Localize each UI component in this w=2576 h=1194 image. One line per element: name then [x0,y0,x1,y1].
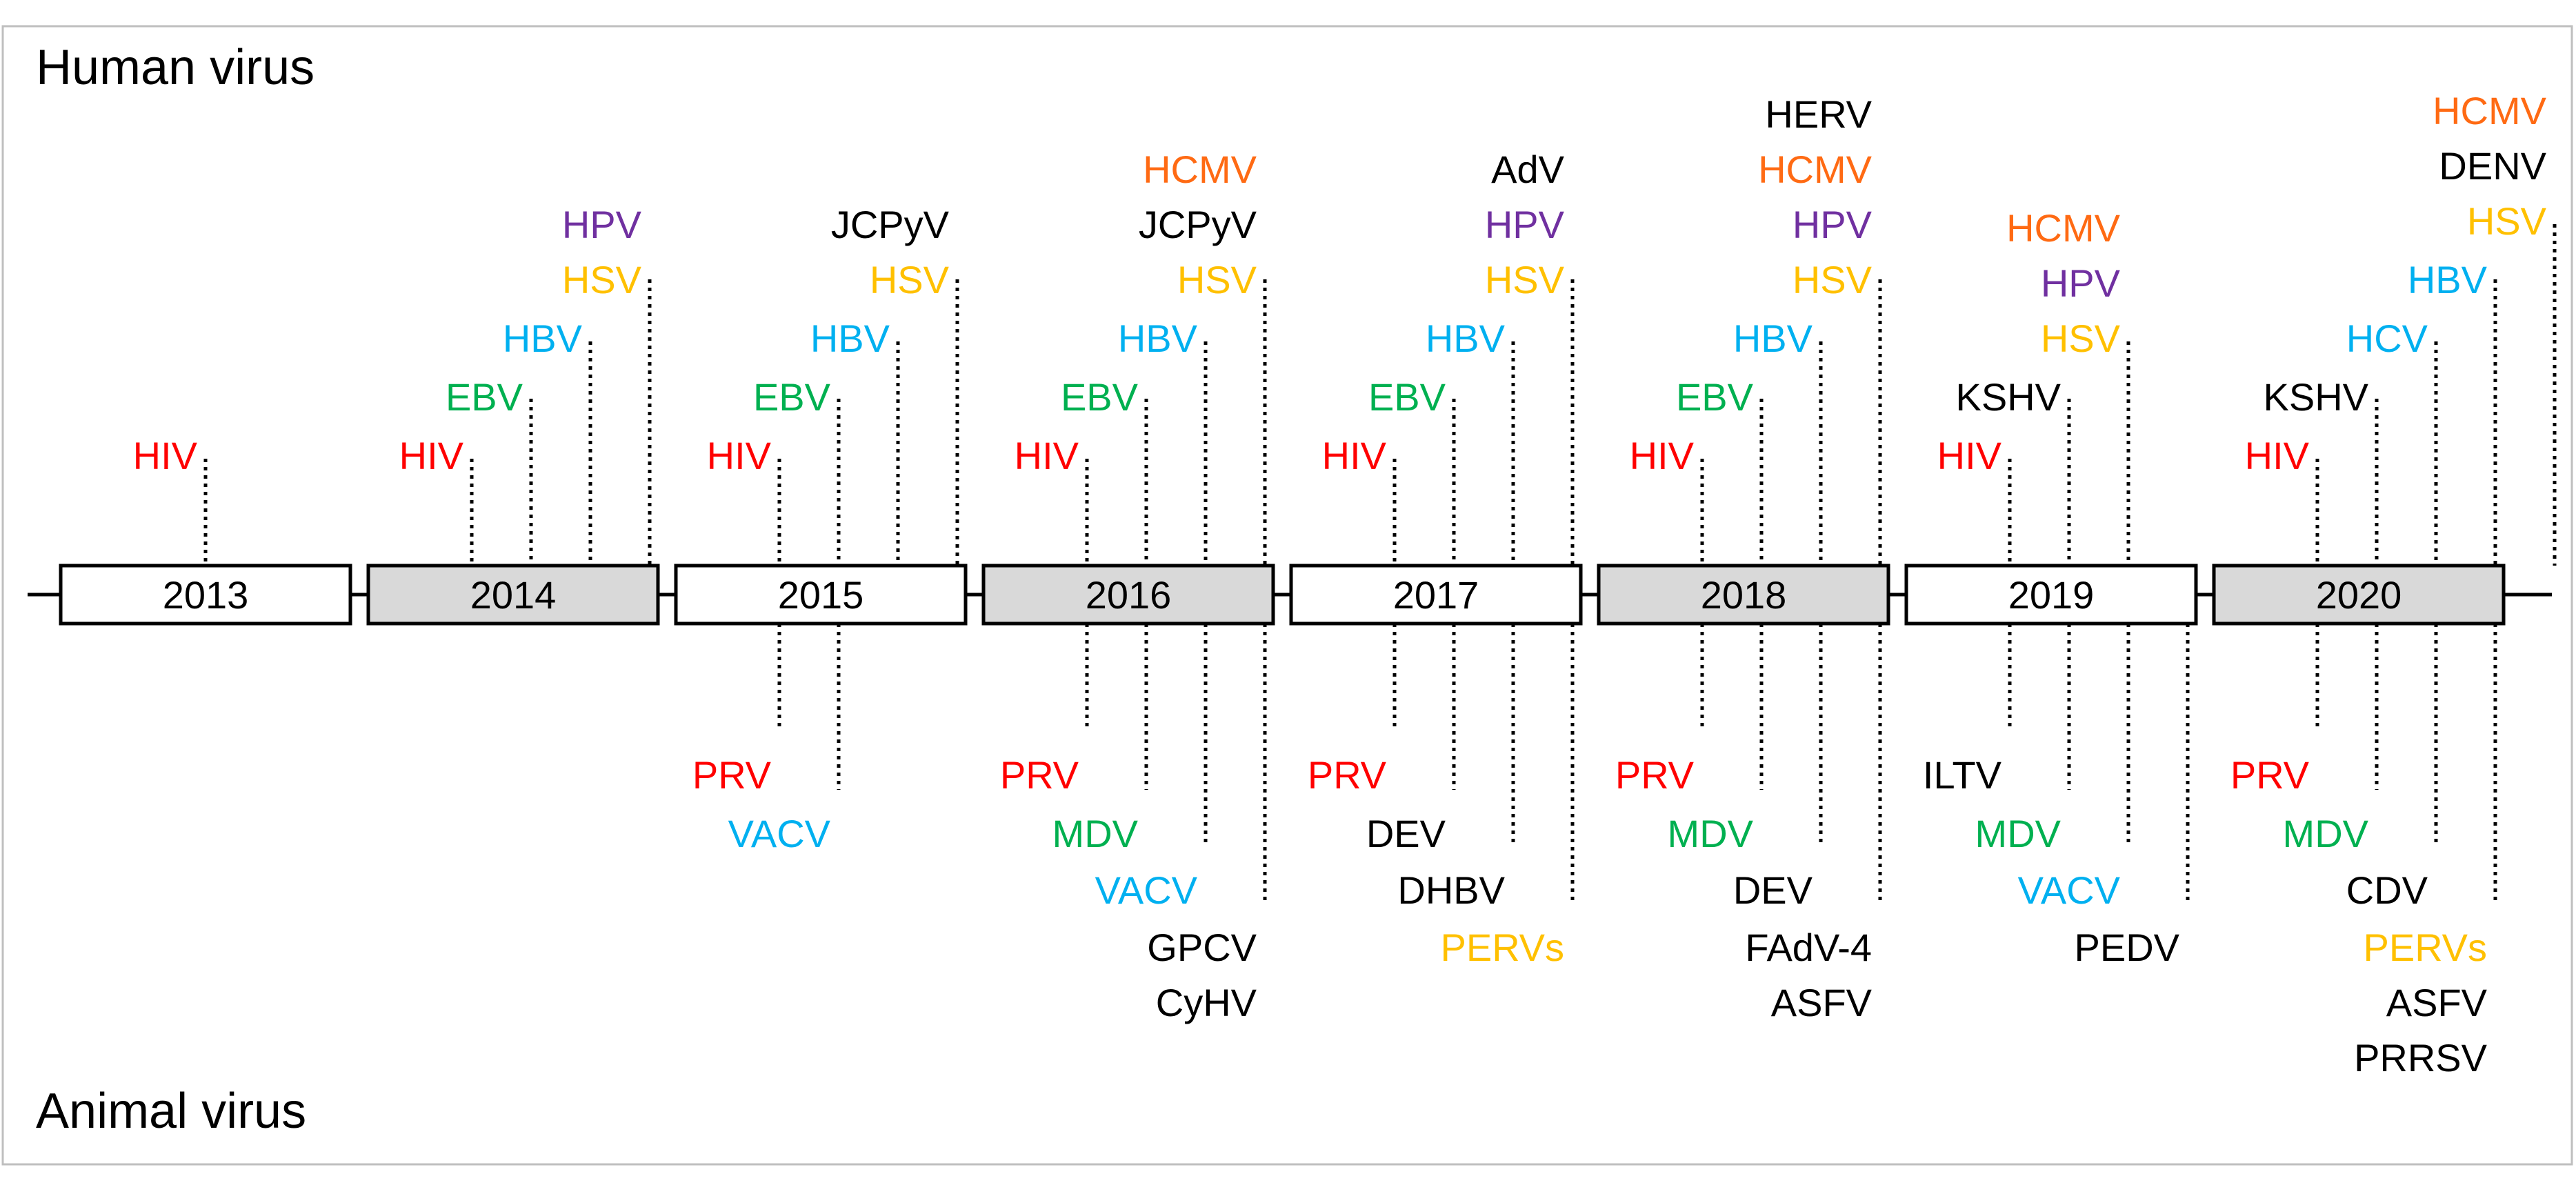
animal-virus-label-pervs: PERVs [1441,926,1564,969]
human-virus-label-hpv: HPV [1485,203,1565,246]
human-virus-label-denv: DENV [2439,144,2546,188]
animal-virus-label-dev: DEV [1366,812,1446,855]
animal-virus-label-vacv: VACV [728,812,831,855]
human-virus-label-hsv: HSV [2041,317,2121,360]
human-virus-label-hcv: HCV [2346,317,2428,360]
human-virus-label-hpv: HPV [2041,261,2121,305]
human-virus-label-hbv: HBV [1426,317,1506,360]
human-virus-label-hbv: HBV [810,317,890,360]
year-box-2014: 2014 [366,564,660,626]
year-box-rect [1904,564,2198,626]
year-label: 2020 [2316,573,2402,617]
year-label: 2015 [778,573,864,617]
human-virus-label-hbv: HBV [1118,317,1198,360]
animal-virus-label-asfv: ASFV [2386,981,2488,1024]
year-label: 2017 [1393,573,1479,617]
animal-virus-label-vacv: VACV [1095,868,1198,912]
human-virus-label-ebv: EBV [1368,375,1446,419]
animal-virus-label-dhbv: DHBV [1397,868,1505,912]
human-virus-label-ebv: EBV [446,375,523,419]
year-box-2020: 2020 [2212,564,2506,626]
human-virus-label-adv: AdV [1491,148,1564,191]
animal-virus-label-fadv-4: FAdV-4 [1745,926,1872,969]
human-virus-label-herv: HERV [1765,92,1872,136]
human-virus-label-ebv: EBV [1676,375,1754,419]
animal-virus-label-prrsv: PRRSV [2354,1036,2488,1079]
animal-virus-label-mdv: MDV [1668,812,1754,855]
human-virus-label-kshv: KSHV [1956,375,2061,419]
human-virus-label-hpv: HPV [1793,203,1873,246]
years-layer: 2013 2014 2015 2016 2017 2018 2019 2020 [59,564,2506,626]
human-virus-label-hbv: HBV [503,317,583,360]
animal-virus-label-pedv: PEDV [2075,926,2180,969]
animal-virus-label-pervs: PERVs [2364,926,2487,969]
year-label: 2016 [1086,573,1172,617]
year-box-2015: 2015 [674,564,968,626]
year-box-rect [2212,564,2506,626]
human-virus-label-hsv: HSV [1177,258,1257,301]
human-virus-label-hsv: HSV [562,258,642,301]
human-virus-label-hiv: HIV [133,434,198,477]
year-label: 2014 [470,573,557,617]
year-label: 2019 [2008,573,2095,617]
human-virus-label-hiv: HIV [1015,434,1079,477]
animal-virus-label-vacv: VACV [2018,868,2121,912]
animal-virus-label-mdv: MDV [1975,812,2061,855]
human-virus-label-hsv: HSV [2467,199,2547,243]
human-virus-label-hcmv: HCMV [2433,89,2547,132]
animal-virus-label-gpcv: GPCV [1147,926,1257,969]
year-box-rect [981,564,1275,626]
animal-virus-label-prv: PRV [1615,753,1695,797]
animal-virus-section-label: Animal virus [36,1084,306,1139]
animal-virus-label-dev: DEV [1733,868,1813,912]
year-box-2013: 2013 [59,564,352,626]
human-virus-label-hsv: HSV [1793,258,1873,301]
human-virus-section-label: Human virus [36,40,314,95]
human-virus-label-hsv: HSV [1485,258,1565,301]
human-virus-label-ebv: EBV [1061,375,1139,419]
animal-virus-label-cyhv: CyHV [1156,981,1257,1024]
year-box-rect [1289,564,1583,626]
human-virus-label-hcmv: HCMV [1758,148,1873,191]
human-virus-label-hcmv: HCMV [1143,148,1257,191]
human-virus-label-hiv: HIV [2245,434,2310,477]
animal-virus-label-asfv: ASFV [1771,981,1873,1024]
human-virus-label-ebv: EBV [753,375,831,419]
animal-virus-label-mdv: MDV [2283,812,2369,855]
virus-markers-layer: HIV HIV EBV HBV HSV HPV HIV EBV HBV HSV JCPyV PRV VA… [133,89,2557,1079]
human-virus-label-hiv: HIV [1937,434,2002,477]
year-box-rect [59,564,352,626]
human-virus-label-hiv: HIV [399,434,464,477]
human-virus-label-hsv: HSV [870,258,950,301]
human-virus-label-hcmv: HCMV [2006,206,2121,250]
year-label: 2013 [163,573,249,617]
animal-virus-label-prv: PRV [1000,753,1079,797]
year-label: 2018 [1701,573,1787,617]
animal-virus-label-cdv: CDV [2346,868,2428,912]
year-box-2018: 2018 [1597,564,1890,626]
animal-virus-label-prv: PRV [2230,753,2310,797]
year-box-2017: 2017 [1289,564,1583,626]
animal-virus-label-prv: PRV [692,753,772,797]
human-virus-label-hiv: HIV [707,434,772,477]
year-box-rect [1597,564,1890,626]
human-virus-label-kshv: KSHV [2264,375,2369,419]
year-box-rect [366,564,660,626]
human-virus-label-hiv: HIV [1630,434,1695,477]
year-box-2016: 2016 [981,564,1275,626]
human-virus-label-jcpyv: JCPyV [831,203,950,246]
human-virus-label-hbv: HBV [1733,317,1813,360]
human-virus-label-hiv: HIV [1322,434,1387,477]
human-virus-label-jcpyv: JCPyV [1139,203,1257,246]
year-box-rect [674,564,968,626]
animal-virus-label-prv: PRV [1308,753,1387,797]
animal-virus-label-mdv: MDV [1052,812,1139,855]
human-virus-label-hbv: HBV [2408,258,2488,301]
animal-virus-label-iltv: ILTV [1923,753,2002,797]
human-virus-label-hpv: HPV [562,203,642,246]
year-box-2019: 2019 [1904,564,2198,626]
